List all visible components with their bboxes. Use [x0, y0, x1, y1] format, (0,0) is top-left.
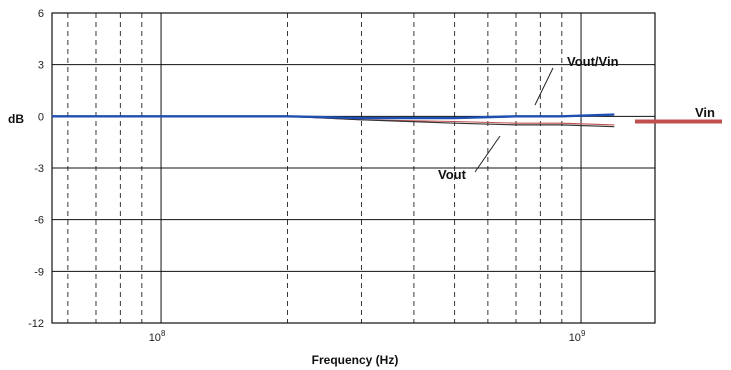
annotation-vout-label: Vout	[438, 167, 467, 182]
annotation-vin-label: Vin	[695, 105, 715, 120]
annotation-vout-leader	[474, 135, 501, 173]
x-axis-label: Frequency (Hz)	[312, 353, 399, 367]
y-tick-label: 6	[38, 8, 44, 20]
y-tick-label: -3	[34, 163, 44, 175]
annotation-vout-vin-leader	[534, 67, 554, 106]
annotation-vout-vin: Vout/Vin	[534, 54, 619, 106]
annotation-vin: Vin	[695, 105, 715, 120]
series-group	[52, 113, 615, 128]
x-tick-labels: 1081091010	[149, 329, 586, 344]
plot-border	[51, 12, 656, 324]
y-tick-label: 0	[38, 111, 44, 123]
y-tick-label: 3	[38, 60, 44, 72]
x-tick-label: 108	[149, 329, 166, 344]
annotation-vout-vin-label: Vout/Vin	[567, 54, 619, 69]
y-tick-label: -9	[34, 266, 44, 278]
y-axis-label: dB	[8, 112, 24, 126]
grid	[52, 12, 655, 324]
series-line-vout-vin	[52, 113, 615, 120]
annotation-vout: Vout	[438, 135, 501, 182]
plot-frame	[51, 12, 656, 324]
y-tick-label: -6	[34, 215, 44, 227]
x-tick-label: 109	[569, 329, 586, 344]
y-tick-labels: 6 3 0 -3 -6 -9 -12	[28, 8, 44, 330]
y-tick-label: -12	[28, 318, 44, 330]
